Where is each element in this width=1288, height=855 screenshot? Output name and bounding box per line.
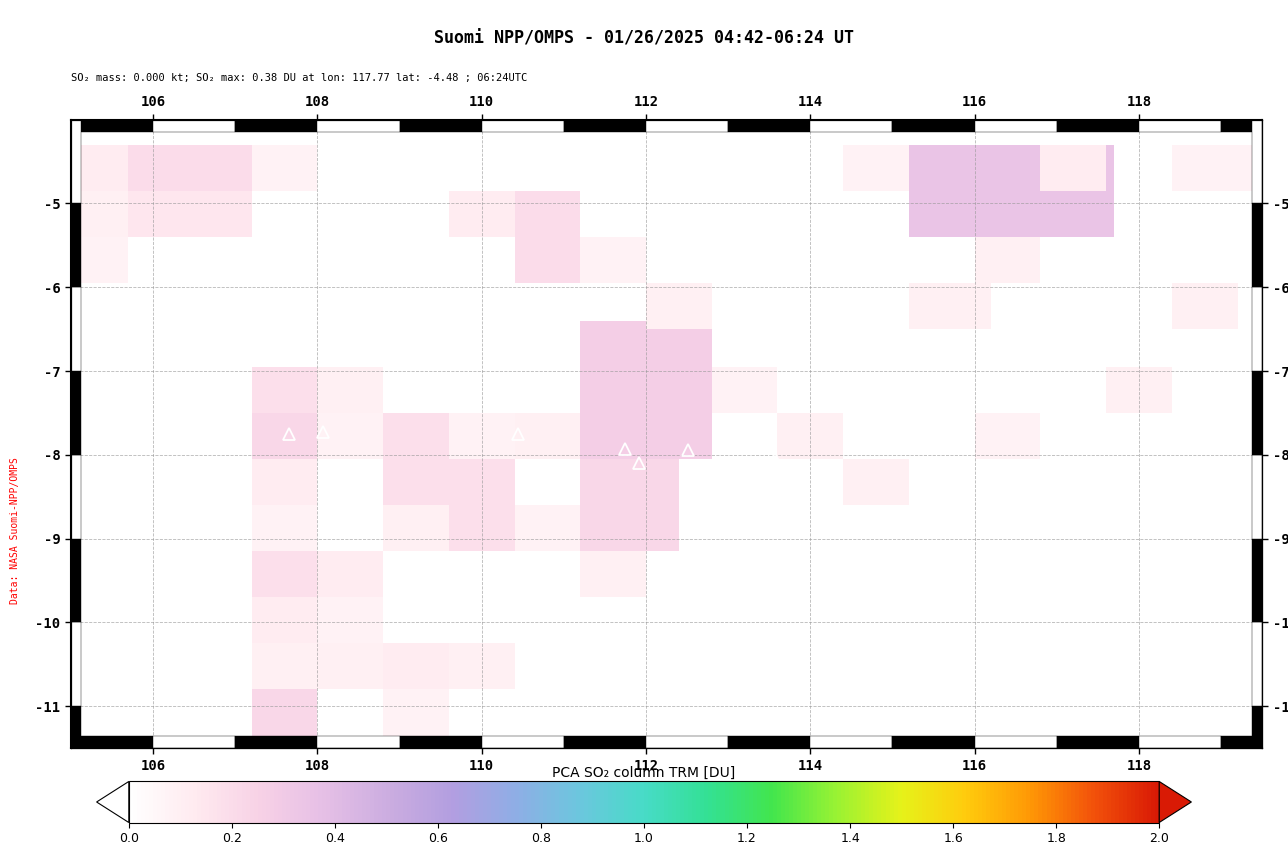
Bar	[251, 598, 317, 644]
Bar	[844, 459, 909, 505]
Bar	[1172, 283, 1238, 329]
Bar	[317, 413, 383, 459]
Bar	[1221, 735, 1262, 748]
Bar	[647, 283, 712, 329]
Bar	[251, 551, 317, 598]
Bar	[399, 735, 482, 748]
Bar	[1057, 735, 1139, 748]
Bar	[448, 413, 514, 459]
Bar	[317, 644, 383, 689]
Bar	[317, 598, 383, 644]
Bar	[514, 413, 581, 459]
Title: PCA SO₂ column TRM [DU]: PCA SO₂ column TRM [DU]	[553, 766, 735, 781]
Bar	[514, 191, 581, 283]
Bar	[71, 120, 153, 133]
Bar	[893, 735, 975, 748]
Bar	[564, 120, 647, 133]
Bar	[581, 321, 712, 459]
Bar	[1221, 120, 1262, 133]
Bar	[975, 120, 1057, 133]
Bar	[129, 191, 251, 237]
Bar	[728, 120, 810, 133]
Bar	[129, 144, 251, 191]
Bar	[1252, 203, 1262, 287]
Bar	[251, 413, 358, 459]
Bar	[810, 120, 893, 133]
Bar	[71, 455, 81, 539]
Bar	[383, 505, 482, 551]
Bar	[1252, 706, 1262, 748]
Bar	[71, 735, 153, 748]
Bar	[71, 706, 81, 748]
Bar	[1252, 120, 1262, 203]
Bar	[1252, 455, 1262, 539]
Bar	[844, 144, 909, 191]
Bar	[251, 459, 317, 505]
Bar	[153, 120, 236, 133]
Bar	[909, 144, 1114, 237]
Bar	[728, 735, 810, 748]
Bar	[383, 689, 448, 735]
Bar	[383, 644, 448, 689]
Bar	[482, 735, 564, 748]
Bar	[317, 120, 399, 133]
Bar	[1252, 622, 1262, 706]
Bar	[251, 644, 317, 689]
Bar	[448, 459, 514, 551]
Bar	[482, 120, 564, 133]
Bar	[71, 120, 81, 203]
Bar	[1172, 144, 1262, 191]
Bar	[1041, 144, 1106, 191]
Bar	[1252, 287, 1262, 371]
Bar	[448, 644, 514, 689]
Bar	[1139, 120, 1221, 133]
Bar	[71, 144, 129, 191]
Bar	[71, 191, 129, 237]
Bar	[1057, 120, 1139, 133]
Text: Data: NASA Suomi-NPP/OMPS: Data: NASA Suomi-NPP/OMPS	[10, 457, 21, 604]
Bar	[581, 459, 679, 551]
Bar	[71, 539, 81, 622]
Bar	[647, 120, 728, 133]
Text: SO₂ mass: 0.000 kt; SO₂ max: 0.38 DU at lon: 117.77 lat: -4.48 ; 06:24UTC: SO₂ mass: 0.000 kt; SO₂ max: 0.38 DU at …	[71, 73, 527, 83]
Bar	[514, 505, 581, 551]
Bar	[71, 371, 81, 455]
Bar	[71, 203, 81, 287]
Bar	[251, 735, 317, 781]
Bar	[153, 735, 236, 748]
Bar	[909, 283, 990, 329]
Bar	[975, 237, 1041, 283]
Bar	[251, 505, 317, 551]
Bar	[1252, 539, 1262, 622]
Bar	[399, 120, 482, 133]
Bar	[383, 735, 448, 781]
Bar	[71, 237, 129, 283]
Bar	[647, 735, 728, 748]
Bar	[251, 367, 358, 413]
Bar	[251, 689, 317, 735]
Bar	[1252, 371, 1262, 455]
Bar	[71, 287, 81, 371]
Bar	[71, 622, 81, 706]
Bar	[1106, 367, 1172, 413]
Bar	[383, 413, 482, 505]
Bar	[778, 413, 844, 459]
Bar	[712, 367, 778, 413]
Bar	[581, 237, 647, 283]
Bar	[448, 191, 547, 237]
Bar	[564, 735, 647, 748]
Bar	[251, 144, 317, 191]
Bar	[975, 735, 1057, 748]
Bar	[581, 551, 647, 598]
Bar	[236, 120, 317, 133]
Bar	[317, 367, 383, 413]
Bar	[1139, 735, 1221, 748]
Text: Suomi NPP/OMPS - 01/26/2025 04:42-06:24 UT: Suomi NPP/OMPS - 01/26/2025 04:42-06:24 …	[434, 30, 854, 48]
Bar	[893, 120, 975, 133]
Bar	[317, 735, 399, 748]
Bar	[975, 413, 1041, 459]
Bar	[317, 551, 383, 598]
Bar	[810, 735, 893, 748]
Bar	[236, 735, 317, 748]
